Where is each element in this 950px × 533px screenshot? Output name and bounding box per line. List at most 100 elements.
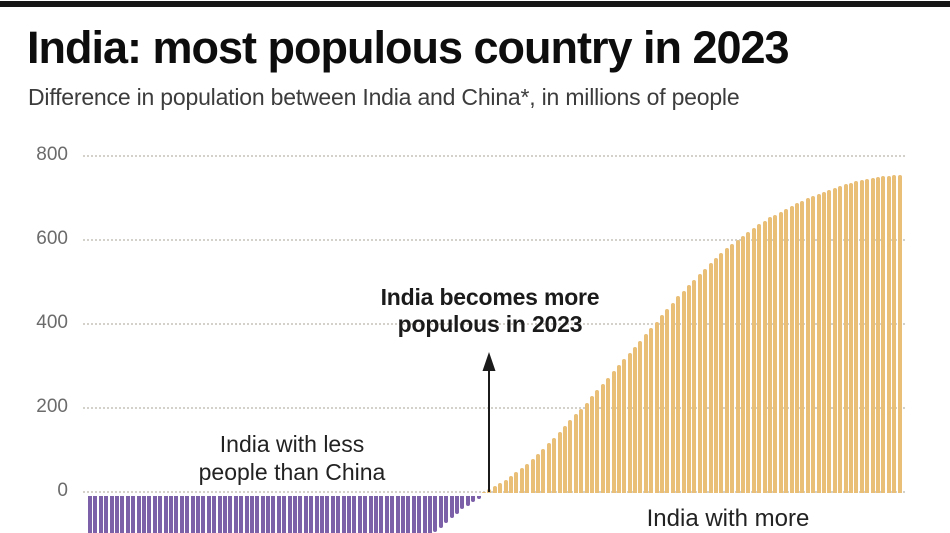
bar-year-2083 (805, 198, 810, 493)
crossover-annotation: India becomes more populous in 2023 (340, 284, 640, 338)
bar-year-2079 (784, 208, 789, 493)
bar-year-2035 (546, 443, 551, 493)
bar-year-1968 (185, 496, 190, 533)
bar-year-2094 (865, 178, 870, 493)
bar-year-2075 (762, 220, 767, 493)
crossover-annotation-line2: populous in 2023 (397, 311, 583, 337)
bar-year-2065 (708, 263, 713, 493)
bar-year-2030 (519, 467, 524, 493)
bar-year-2027 (503, 479, 508, 493)
bar-year-2019 (460, 496, 465, 510)
y-tick-label-0: 0 (57, 480, 68, 501)
y-tick-label-800: 800 (36, 144, 68, 165)
bar-year-1965 (168, 496, 173, 533)
bar-year-2077 (773, 214, 778, 493)
bar-year-2021 (471, 496, 476, 502)
bar-year-2053 (643, 334, 648, 493)
bar-year-2078 (778, 211, 783, 493)
bar-year-2073 (751, 227, 756, 493)
bar-year-2029 (514, 472, 519, 493)
bar-year-1963 (158, 496, 163, 533)
bar-year-2028 (508, 475, 513, 493)
bar-year-2060 (681, 290, 686, 493)
bar-year-2070 (735, 239, 740, 493)
bar-year-1993 (320, 496, 325, 533)
bar-year-1980 (249, 496, 254, 533)
gridline-600 (83, 239, 905, 241)
bar-year-1974 (217, 496, 222, 533)
bar-year-2016 (444, 496, 449, 523)
bar-year-2082 (800, 200, 805, 493)
bar-year-2020 (465, 496, 470, 506)
bar-year-1976 (228, 496, 233, 533)
bar-year-2045 (600, 383, 605, 493)
bar-year-1985 (276, 496, 281, 533)
up-arrow-icon (482, 352, 496, 492)
bar-year-2052 (638, 340, 643, 493)
bar-year-1981 (255, 496, 260, 533)
bar-year-1977 (233, 496, 238, 533)
bar-year-2008 (401, 496, 406, 533)
bar-year-2010 (411, 496, 416, 533)
bar-year-1964 (163, 496, 168, 533)
bar-year-1957 (125, 496, 130, 533)
bar-year-2059 (676, 296, 681, 493)
bar-year-1997 (341, 496, 346, 533)
bar-year-1998 (347, 496, 352, 533)
bar-year-2011 (417, 496, 422, 533)
bar-year-2046 (606, 377, 611, 493)
bar-year-2018 (454, 496, 459, 514)
bar-year-1991 (309, 496, 314, 533)
bar-year-2066 (714, 257, 719, 493)
bar-year-1969 (190, 496, 195, 533)
bar-year-2009 (406, 496, 411, 533)
bar-year-2051 (633, 346, 638, 493)
bar-year-2074 (757, 224, 762, 493)
bar-year-2093 (859, 180, 864, 493)
bar-year-2069 (730, 243, 735, 493)
bar-year-1971 (201, 496, 206, 533)
bar-year-2017 (449, 496, 454, 519)
bar-year-2007 (395, 496, 400, 533)
bar-year-1967 (179, 496, 184, 533)
bar-year-2005 (384, 496, 389, 533)
bar-year-1966 (174, 496, 179, 533)
bar-year-1987 (287, 496, 292, 533)
bar-year-2006 (390, 496, 395, 533)
bar-year-2100 (897, 175, 902, 493)
bar-year-1961 (147, 496, 152, 533)
bar-year-2022 (476, 496, 481, 499)
bar-year-2026 (498, 482, 503, 493)
gridline-200 (83, 407, 905, 409)
bar-year-1959 (136, 496, 141, 533)
bar-year-1994 (325, 496, 330, 533)
bar-year-2050 (627, 352, 632, 493)
bar-year-2013 (428, 496, 432, 533)
bar-year-2033 (535, 453, 540, 493)
bar-year-1950 (88, 496, 92, 533)
bar-year-2042 (584, 402, 589, 493)
bar-year-2041 (579, 408, 584, 493)
bar-year-2090 (843, 184, 848, 493)
zone-label-india-more: India with more (603, 505, 853, 533)
bar-year-2032 (530, 458, 535, 493)
bar-year-2054 (649, 327, 654, 493)
bar-year-2068 (724, 248, 729, 493)
bar-year-1954 (109, 496, 114, 533)
bar-year-2000 (357, 496, 362, 533)
bar-year-2023 (481, 491, 486, 493)
bar-year-1962 (152, 496, 157, 533)
bar-year-2061 (687, 285, 692, 493)
bar-year-2085 (816, 193, 821, 493)
bar-year-1955 (114, 496, 119, 533)
zone-label-india-less-line2: people than China (198, 459, 386, 485)
bar-year-2097 (881, 176, 886, 493)
zone-label-india-less-line1: India with less (219, 431, 365, 457)
bar-year-2076 (768, 217, 773, 493)
bar-year-2001 (363, 496, 368, 533)
bar-year-1956 (120, 496, 125, 533)
bar-year-2086 (821, 191, 826, 493)
bar-year-1995 (330, 496, 335, 533)
bar-year-1982 (260, 496, 265, 533)
